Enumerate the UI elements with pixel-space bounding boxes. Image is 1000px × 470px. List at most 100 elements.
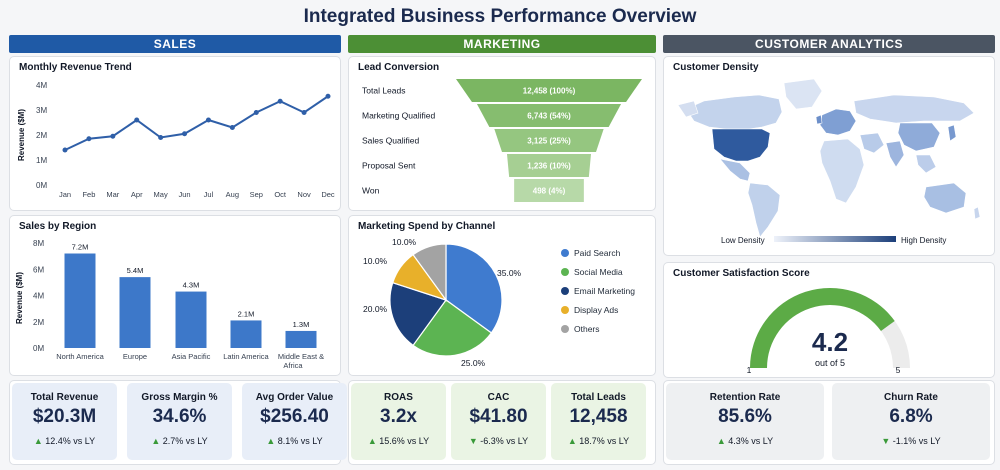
funnel-stage	[456, 79, 642, 102]
india-shape	[885, 140, 905, 168]
africa-shape	[819, 138, 865, 204]
funnel-stage-label: Marketing Qualified	[362, 111, 436, 121]
y-tick-label: 3M	[36, 106, 47, 115]
revenue-trend-title: Monthly Revenue Trend	[19, 62, 132, 73]
bar	[119, 277, 151, 348]
pie-slice	[389, 281, 447, 347]
y-axis-label: Revenue ($M)	[17, 109, 26, 161]
kpi-change: ▲ 18.7% vs LY	[567, 436, 630, 446]
arrow-down-icon: ▼	[468, 436, 481, 446]
x-tick-label: Latin America	[223, 352, 269, 361]
x-tick-label: Middle East &	[278, 352, 324, 361]
x-tick-label: Asia Pacific	[172, 352, 211, 361]
funnel-stage	[514, 179, 584, 202]
marketing-spend-panel: Marketing Spend by Channel 35.0% 25.0% 20.…	[348, 215, 656, 376]
x-tick-label: Nov	[297, 190, 311, 199]
x-tick-label: May	[154, 190, 168, 199]
slice-percent-label: 10.0%	[363, 256, 388, 266]
data-point	[325, 93, 331, 99]
y-tick-label: 6M	[33, 265, 44, 274]
arrow-up-icon: ▲	[33, 436, 46, 446]
kpi-label: Gross Margin %	[141, 392, 218, 403]
kpi-value: 85.6%	[718, 406, 772, 427]
legend-label: Display Ads	[574, 305, 618, 315]
pie-slice	[445, 243, 503, 334]
kpi-card: Churn Rate 6.8% ▼ -1.1% vs LY	[832, 383, 990, 460]
x-tick-label: Jan	[59, 190, 71, 199]
revenue-line	[64, 95, 329, 151]
bar-value-label: 2.1M	[238, 309, 255, 318]
legend-low-label: Low Density	[721, 236, 765, 245]
csat-panel: Customer Satisfaction Score 4.2 out of 5 1…	[663, 262, 995, 378]
legend-label: Paid Search	[574, 248, 621, 258]
y-tick-label: 1M	[36, 156, 47, 165]
arrow-up-icon: ▲	[266, 436, 278, 446]
x-tick-label: Africa	[283, 361, 303, 370]
kpi-value: $41.80	[469, 406, 528, 427]
data-point	[205, 117, 211, 123]
customer-section-header: CUSTOMER ANALYTICS	[663, 35, 995, 53]
dashboard-title: Integrated Business Performance Overview	[303, 6, 697, 27]
sales-region-panel: Sales by Region 0M 2M 4M 6M 8M Revenue ($M) 7.…	[9, 215, 341, 376]
funnel-stage-label: Proposal Sent	[362, 161, 416, 171]
kpi-card: CAC $41.80 ▼ -6.3% vs LY	[451, 383, 546, 460]
x-tick-label: Feb	[82, 190, 95, 199]
funnel-value-label: 3,125 (25%)	[527, 137, 571, 146]
funnel-stage-label: Won	[362, 186, 380, 196]
lead-conversion-title: Lead Conversion	[358, 62, 440, 73]
funnel-value-label: 12,458 (100%)	[523, 87, 576, 96]
kpi-value: $20.3M	[32, 406, 97, 427]
arrow-down-icon: ▼	[881, 436, 893, 446]
data-point	[229, 125, 235, 130]
bar-value-label: 4.3M	[183, 281, 200, 290]
kpi-value: 6.8%	[889, 406, 933, 427]
kpi-change: ▼ -6.3% vs LY	[468, 436, 529, 446]
legend-high-label: High Density	[901, 236, 946, 245]
kpi-value: 34.6%	[152, 406, 207, 427]
x-tick-label: Sep	[250, 190, 263, 199]
kpi-value: 12,458	[569, 406, 628, 427]
gauge-max-label: 5	[896, 365, 901, 375]
greenland-shape	[783, 78, 823, 110]
legend-swatch	[561, 325, 569, 333]
y-tick-label: 2M	[36, 131, 47, 140]
legend-label: Others	[574, 324, 600, 334]
data-point	[253, 110, 259, 115]
density-legend-bar	[774, 236, 896, 242]
kpi-value: 3.2x	[380, 406, 417, 427]
legend-label: Email Marketing	[574, 286, 635, 296]
slice-percent-label: 10.0%	[392, 237, 417, 247]
marketing-spend-chart: 35.0% 25.0% 20.0% 10.0% 10.0% Paid Search Soci…	[363, 237, 635, 368]
slice-percent-label: 25.0%	[461, 358, 486, 368]
data-point	[110, 133, 116, 139]
arrow-up-icon: ▲	[567, 436, 580, 446]
kpi-card: Avg Order Value $256.40 ▲ 8.1% vs LY	[242, 383, 347, 460]
y-tick-label: 4M	[36, 81, 47, 90]
y-tick-label: 0M	[33, 344, 44, 353]
x-tick-label: Dec	[321, 190, 335, 199]
bar	[230, 320, 262, 348]
x-tick-label: North America	[56, 352, 104, 361]
kpi-label: Total Revenue	[30, 392, 99, 403]
bar	[175, 291, 207, 348]
china-shape	[897, 122, 941, 152]
mexico-shape	[719, 158, 751, 182]
y-tick-label: 8M	[33, 239, 44, 248]
russia-shape	[853, 94, 975, 124]
x-tick-label: Jul	[204, 190, 214, 199]
kpi-change: ▲ 15.6% vs LY	[367, 436, 430, 446]
kpi-label: Retention Rate	[709, 392, 781, 403]
data-point	[301, 110, 307, 115]
data-point	[134, 117, 140, 123]
uk-shape	[815, 114, 823, 125]
gauge-min-label: 1	[747, 365, 752, 375]
marketing-spend-title: Marketing Spend by Channel	[358, 221, 496, 232]
legend-swatch	[561, 249, 569, 257]
kpi-card: Total Leads 12,458 ▲ 18.7% vs LY	[551, 383, 646, 460]
arrow-up-icon: ▲	[151, 436, 163, 446]
arrow-up-icon: ▲	[367, 436, 380, 446]
funnel-stage-label: Sales Qualified	[362, 136, 419, 146]
kpi-card: Retention Rate 85.6% ▲ 4.3% vs LY	[666, 383, 824, 460]
x-tick-label: Apr	[131, 190, 143, 199]
funnel-value-label: 6,743 (54%)	[527, 112, 571, 121]
